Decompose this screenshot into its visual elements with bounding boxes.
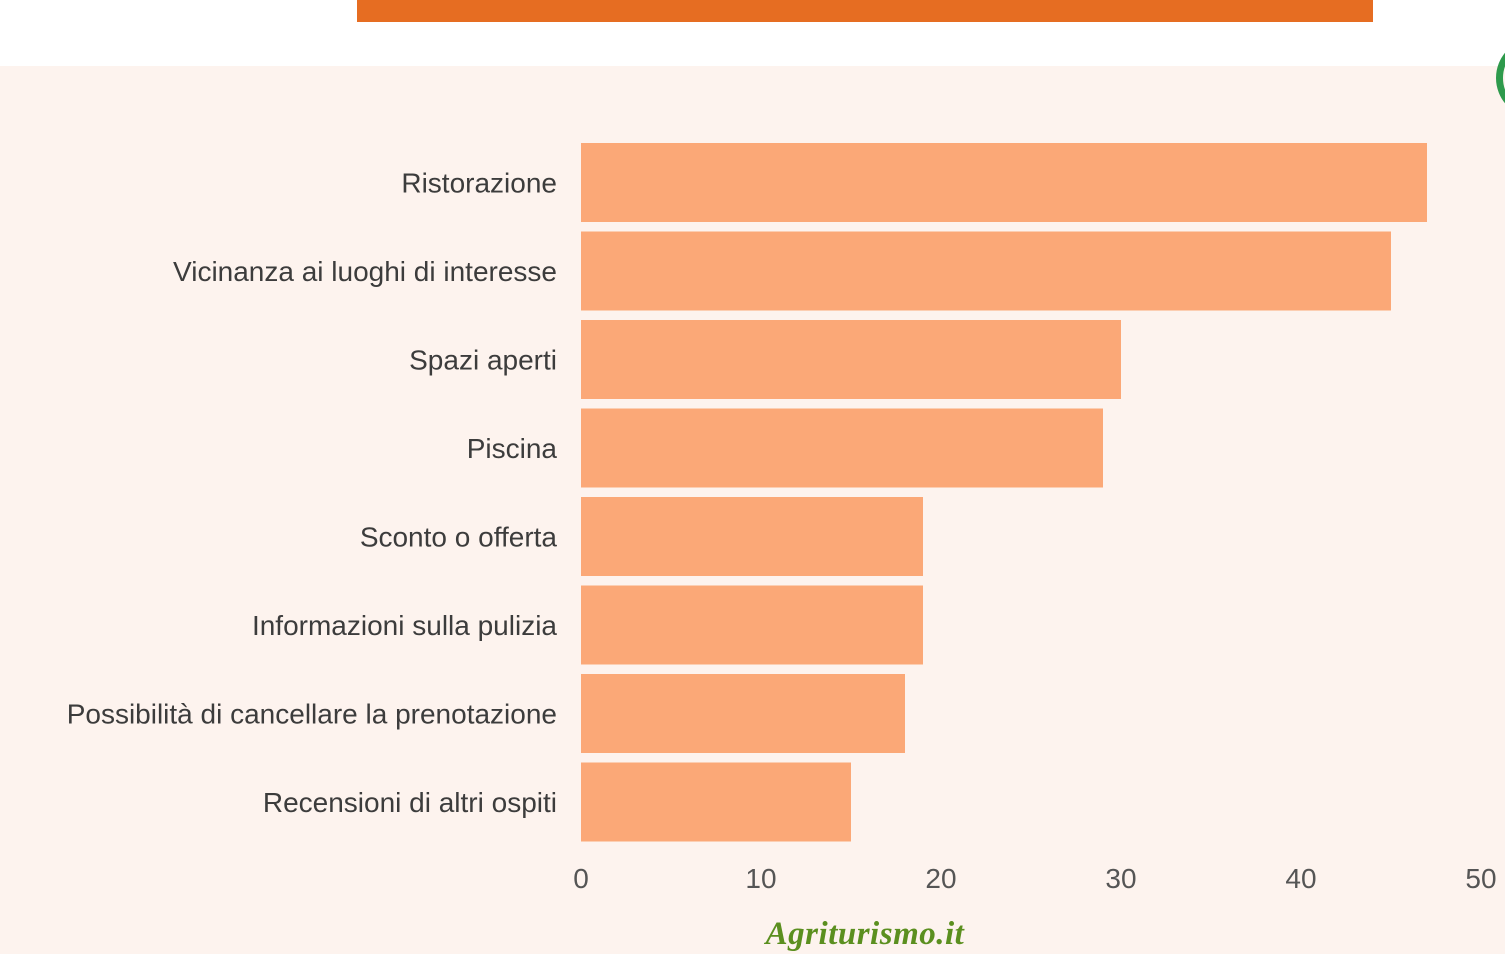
x-tick-label-0: 0 <box>573 863 589 894</box>
bar-6 <box>581 674 905 753</box>
brand-logo: Agriturismo.it <box>0 916 1505 953</box>
category-label-1: Vicinanza ai luoghi di interesse <box>173 256 557 287</box>
category-label-2: Spazi aperti <box>409 345 557 376</box>
category-label-0: Ristorazione <box>401 168 557 199</box>
category-label-4: Sconto o offerta <box>360 522 558 553</box>
x-tick-label-1: 10 <box>745 863 776 894</box>
x-tick-label-5: 50 <box>1465 863 1496 894</box>
bar-7 <box>581 763 851 842</box>
x-tick-label-2: 20 <box>925 863 956 894</box>
category-label-6: Possibilità di cancellare la prenotazion… <box>67 699 557 730</box>
category-label-3: Piscina <box>467 433 558 464</box>
bar-4 <box>581 497 923 576</box>
category-label-7: Recensioni di altri ospiti <box>263 787 557 818</box>
bar-0 <box>581 143 1427 222</box>
category-label-5: Informazioni sulla pulizia <box>252 610 557 641</box>
bar-3 <box>581 409 1103 488</box>
x-tick-label-3: 30 <box>1105 863 1136 894</box>
x-tick-label-4: 40 <box>1285 863 1316 894</box>
bar-1 <box>581 232 1391 311</box>
bar-2 <box>581 320 1121 399</box>
bar-5 <box>581 586 923 665</box>
